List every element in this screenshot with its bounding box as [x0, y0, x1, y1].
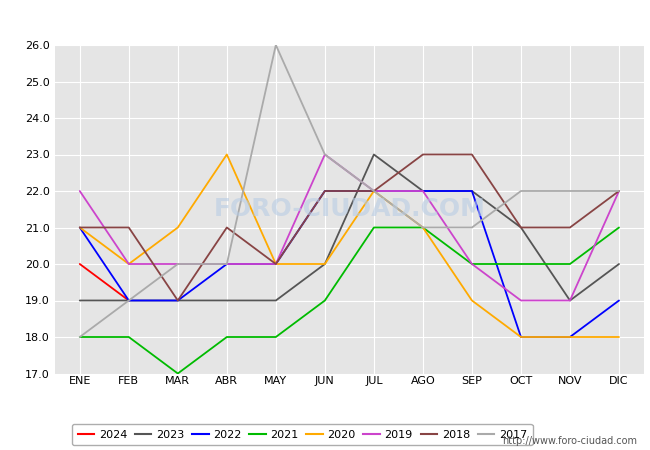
Text: FORO-CIUDAD.COM: FORO-CIUDAD.COM	[213, 197, 486, 221]
Legend: 2024, 2023, 2022, 2021, 2020, 2019, 2018, 2017: 2024, 2023, 2022, 2021, 2020, 2019, 2018…	[72, 424, 532, 445]
Text: http://www.foro-ciudad.com: http://www.foro-ciudad.com	[502, 436, 637, 446]
Text: Afiliados en Fuentelsaz a 31/5/2024: Afiliados en Fuentelsaz a 31/5/2024	[177, 11, 473, 29]
